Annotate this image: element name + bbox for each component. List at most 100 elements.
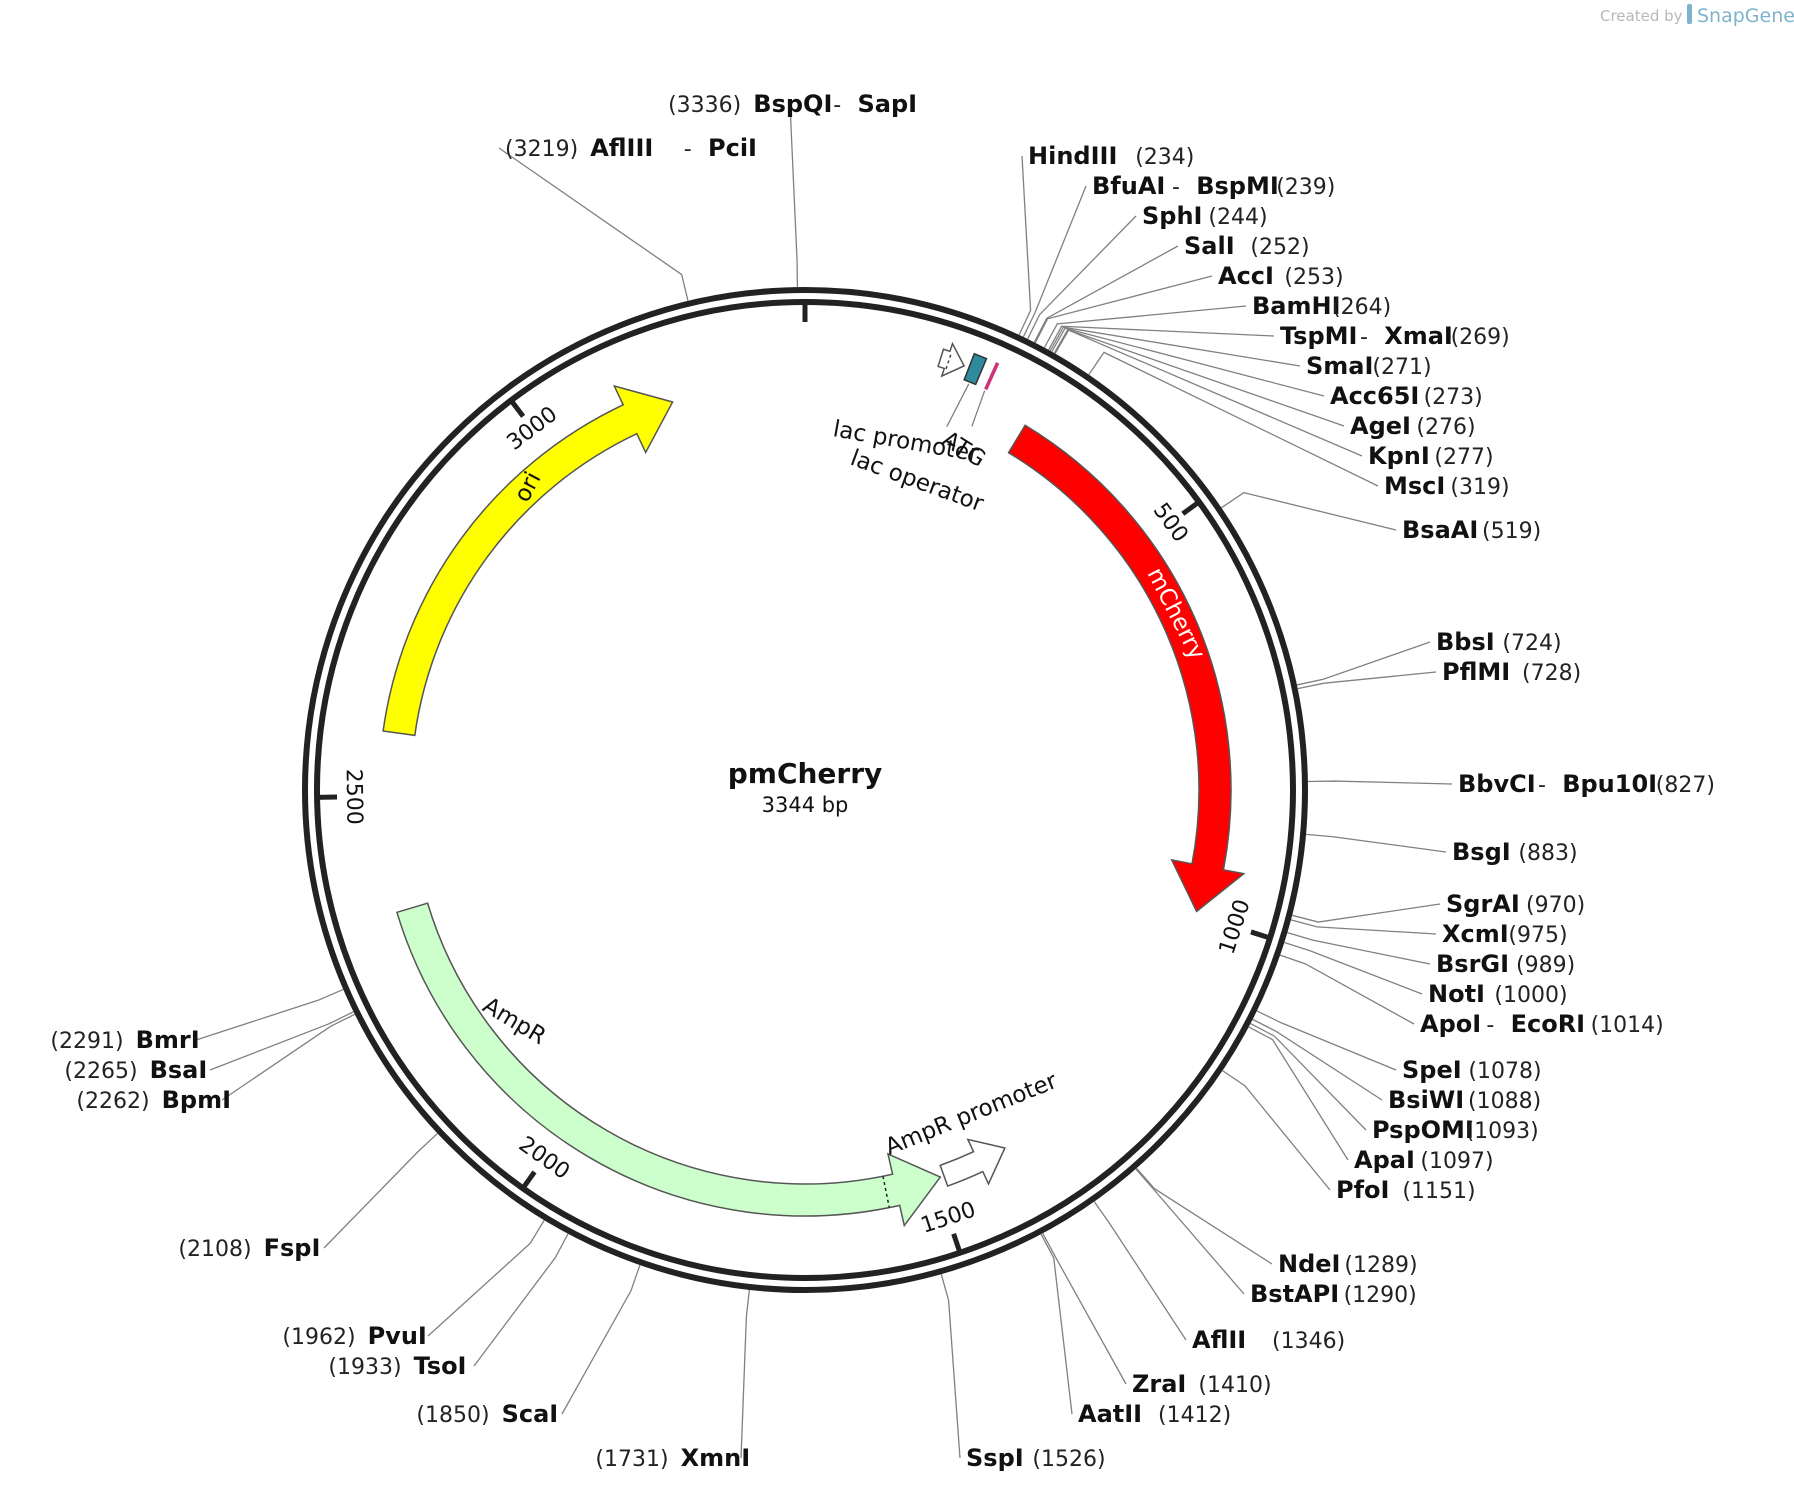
site-leader-line [1054, 329, 1363, 457]
site-kpni[interactable]: KpnI (277) [1054, 329, 1494, 470]
site-afliii-pcii[interactable]: (3219) AflIII - PciI [498, 134, 757, 301]
site-enzyme-name: PciI [708, 134, 757, 162]
site-agei[interactable]: AgeI (276) [1053, 328, 1476, 440]
site-leader-line [1256, 1010, 1397, 1071]
site-label: AccI (253) [1218, 262, 1344, 290]
site-acc65i[interactable]: Acc65I (273) [1051, 327, 1483, 410]
site-noti[interactable]: NotI (1000) [1284, 941, 1568, 1008]
site-leader-line [1222, 1070, 1331, 1191]
site-sgrai[interactable]: SgrAI (970) [1291, 890, 1585, 923]
site-tspmi-xmai[interactable]: TspMI - XmaI(269) [1047, 322, 1510, 351]
site-ndei[interactable]: NdeI (1289) [1136, 1167, 1418, 1278]
site-leader-line [561, 1264, 641, 1415]
site-enzyme-name: SmaI [1306, 352, 1373, 380]
site-enzyme-name: PfoI [1336, 1176, 1389, 1204]
site-separator: - [1538, 773, 1546, 798]
site-leader-line [195, 988, 344, 1041]
site-position: (1850) [416, 1403, 489, 1428]
site-xmni[interactable]: (1731) XmnI [595, 1289, 750, 1472]
tick-label-2500: 2500 [341, 769, 367, 825]
site-pfoi[interactable]: PfoI (1151) [1222, 1070, 1476, 1204]
site-enzyme-name: PflMI [1442, 658, 1510, 686]
site-leader-line [1135, 1168, 1245, 1295]
site-apoi-ecori[interactable]: ApoI - EcoRI (1014) [1279, 954, 1664, 1038]
site-enzyme-name: ApaI [1354, 1146, 1415, 1174]
site-bspqi-sapi[interactable]: (3336) BspQI- SapI [668, 90, 917, 288]
site-pspomi[interactable]: PspOMI(1093) [1250, 1022, 1539, 1144]
site-leader-line [1018, 155, 1032, 336]
site-bsaai[interactable]: BsaAI (519) [1221, 491, 1541, 544]
site-sali[interactable]: SalI (252) [1033, 232, 1310, 343]
site-apai[interactable]: ApaI (1097) [1248, 1026, 1494, 1174]
lac-promoter-arrow[interactable] [937, 341, 966, 378]
site-bsiwi[interactable]: BsiWI (1088) [1252, 1018, 1541, 1114]
site-label: ApaI (1097) [1354, 1146, 1494, 1174]
site-position: (234) [1135, 145, 1194, 170]
site-enzyme-name: HindIII [1028, 142, 1117, 170]
site-tsoi[interactable]: (1933) TsoI [328, 1233, 569, 1380]
site-label: MscI (319) [1384, 472, 1510, 500]
atg-label: ATG [937, 426, 990, 472]
site-label: (2291) BmrI [50, 1026, 199, 1054]
site-enzyme-name: KpnI [1368, 442, 1430, 470]
site-enzyme-name: PvuI [368, 1322, 427, 1350]
site-enzyme-name: SpeI [1402, 1056, 1462, 1084]
site-sphi[interactable]: SphI (244) [1027, 202, 1268, 340]
site-leader-line [1252, 1018, 1383, 1101]
site-enzyme-name: SspI [966, 1444, 1024, 1472]
site-pflmi[interactable]: PflMI (728) [1297, 658, 1581, 690]
site-enzyme-name: BspMI [1196, 172, 1279, 200]
site-bstapi[interactable]: BstAPI (1290) [1135, 1168, 1417, 1308]
tick-label-500: 500 [1148, 499, 1193, 548]
site-enzyme-name: BsaI [150, 1056, 208, 1084]
site-position: (728) [1522, 661, 1581, 686]
site-xcmi[interactable]: XcmI(975) [1290, 919, 1568, 948]
site-position: (1526) [1032, 1447, 1105, 1472]
site-position: (827) [1656, 773, 1715, 798]
site-position: (1962) [282, 1325, 355, 1350]
site-leader-line [1034, 275, 1213, 344]
plasmid-name: pmCherry [728, 757, 883, 790]
ampr-feature-arrow[interactable] [396, 902, 942, 1228]
site-bamhi[interactable]: BamHI(264) [1043, 292, 1391, 348]
site-msci[interactable]: MscI (319) [1088, 351, 1510, 500]
site-leader-line [1053, 328, 1345, 427]
site-position: (989) [1516, 953, 1575, 978]
site-bsrgi[interactable]: BsrGI (989) [1287, 931, 1575, 978]
site-position: (1346) [1272, 1329, 1345, 1354]
site-label: ApoI - EcoRI (1014) [1420, 1010, 1664, 1038]
site-label: PspOMI(1093) [1372, 1116, 1539, 1144]
site-enzyme-name: SalI [1184, 232, 1235, 260]
site-aflii[interactable]: AflII (1346) [1093, 1201, 1345, 1354]
site-separator: - [1172, 175, 1180, 200]
ori-feature-arrow[interactable] [382, 384, 674, 737]
site-sspi[interactable]: SspI (1526) [940, 1274, 1106, 1472]
snapgene-credit[interactable]: Created by SnapGene [1600, 4, 1794, 27]
site-bmri[interactable]: (2291) BmrI [50, 988, 344, 1054]
site-bsai[interactable]: (2265) BsaI [64, 1011, 354, 1084]
site-leader-line [1051, 327, 1325, 397]
site-pvui[interactable]: (1962) PvuI [282, 1219, 545, 1350]
site-aatii[interactable]: AatII (1412) [1040, 1233, 1231, 1428]
site-bbsi[interactable]: BbsI (724) [1296, 628, 1562, 686]
site-zrai[interactable]: ZraI (1410) [1042, 1232, 1272, 1398]
site-leader-line [740, 1289, 750, 1459]
site-leader-line [1297, 671, 1437, 690]
site-spei[interactable]: SpeI (1078) [1256, 1010, 1542, 1084]
site-smai[interactable]: SmaI(271) [1049, 326, 1432, 380]
ampr-promoter-arrow[interactable] [939, 1138, 1006, 1188]
site-bbvci-bpu10i[interactable]: BbvCI - Bpu10I(827) [1307, 770, 1715, 798]
mcherry-feature-arrow[interactable] [1007, 424, 1246, 913]
site-position: (3336) [668, 93, 741, 118]
site-scai[interactable]: (1850) ScaI [416, 1264, 641, 1428]
site-label: NdeI (1289) [1278, 1250, 1418, 1278]
site-hindiii[interactable]: HindIII (234) [1018, 142, 1194, 336]
lac-operator-box[interactable] [963, 352, 988, 386]
site-enzyme-name: ZraI [1132, 1370, 1186, 1398]
site-fspi[interactable]: (2108) FspI [178, 1132, 438, 1262]
site-bsgi[interactable]: BsgI (883) [1305, 833, 1578, 866]
site-bpmi[interactable]: (2262) BpmI [76, 1013, 356, 1114]
site-bfuai-bspmi[interactable]: BfuAI - BspMI(239) [1022, 172, 1335, 338]
site-acci[interactable]: AccI (253) [1034, 262, 1344, 344]
atg-marker[interactable] [984, 362, 1000, 391]
